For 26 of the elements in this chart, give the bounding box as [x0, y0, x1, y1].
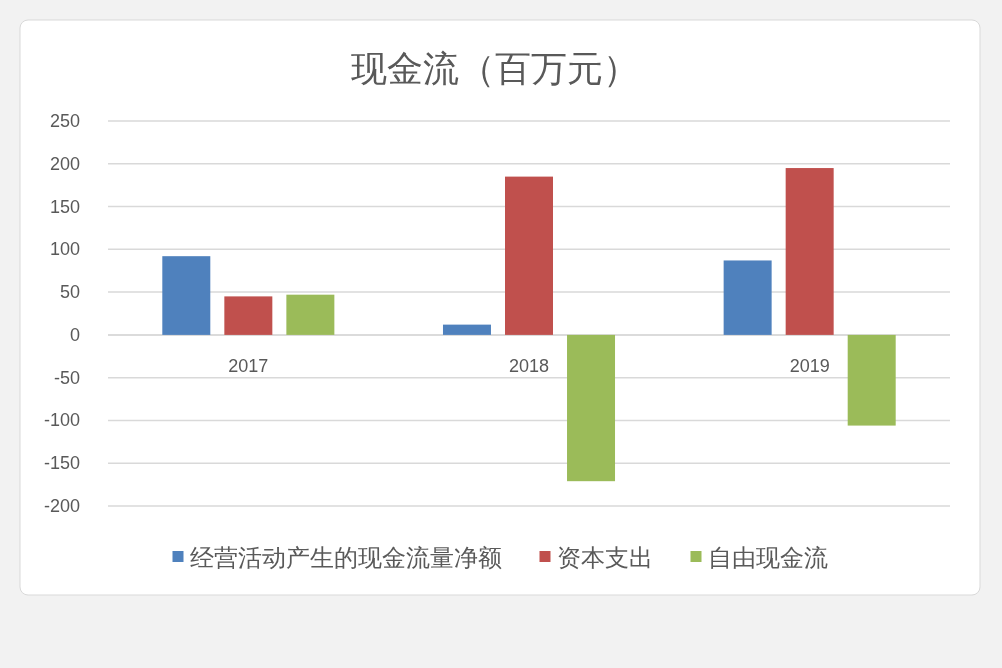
x-tick-label: 2018 — [508, 355, 550, 376]
bar — [162, 256, 211, 335]
y-tick-label: -200 — [43, 496, 80, 516]
y-tick-label: -50 — [53, 367, 80, 388]
legend-label: 资本支出 — [556, 543, 653, 571]
y-tick-label: 150 — [49, 196, 80, 217]
x-tick-label: 2017 — [228, 355, 269, 376]
chart-title: 现金流（百万元） — [351, 47, 639, 89]
y-tick-label: 100 — [49, 239, 80, 260]
bar — [847, 334, 896, 426]
x-tick-label: 2019 — [789, 355, 830, 376]
bar — [505, 176, 553, 335]
bar — [567, 334, 616, 482]
bar — [224, 296, 273, 335]
y-tick-label: 50 — [59, 282, 80, 303]
y-tick-label: 250 — [49, 111, 80, 131]
bar — [785, 168, 834, 335]
bar — [442, 324, 491, 335]
y-tick-label: -150 — [43, 453, 80, 474]
y-tick-label: 0 — [69, 324, 80, 345]
y-tick-label: 200 — [49, 153, 80, 174]
bar — [286, 294, 335, 335]
y-tick-label: -100 — [43, 410, 80, 431]
legend-label: 自由现金流 — [707, 543, 828, 571]
bar — [723, 260, 772, 335]
legend-label: 经营活动产生的现金流量净额 — [189, 543, 502, 571]
